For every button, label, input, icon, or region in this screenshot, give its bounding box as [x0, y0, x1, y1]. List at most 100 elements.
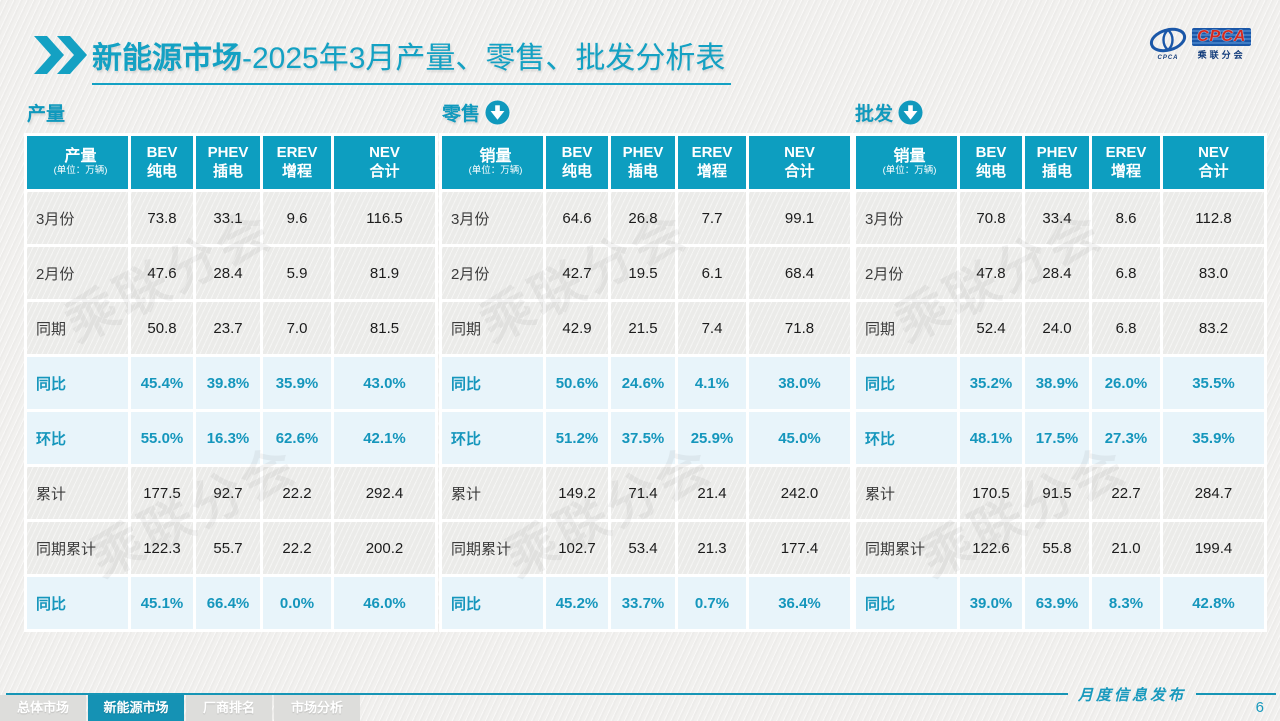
value-cell: 8.3% [1092, 577, 1160, 629]
row-label: 同期 [442, 302, 543, 354]
column-header: EREV 增程 [678, 136, 746, 189]
column-header-cn: 增程 [281, 162, 312, 180]
value-cell: 66.4% [196, 577, 260, 629]
table-row: 同期 50.8 23.7 7.0 81.5 [27, 302, 435, 354]
value-cell: 45.0% [749, 412, 850, 464]
table-row: 2月份 47.8 28.4 6.8 83.0 [856, 247, 1264, 299]
table-row: 同期 52.4 24.0 6.8 83.2 [856, 302, 1264, 354]
value-cell: 199.4 [1163, 522, 1264, 574]
corner-header-cell: 销量 (单位：万辆) [856, 136, 957, 189]
data-grid: 销量 (单位：万辆) BEV 纯电 PHEV 插电 EREV 增程 NEV 合计 3月份 70.8 33… [853, 133, 1267, 632]
row-label: 3月份 [27, 192, 128, 244]
value-cell: 45.4% [131, 357, 193, 409]
value-cell: 38.9% [1025, 357, 1089, 409]
value-cell: 50.6% [546, 357, 608, 409]
value-cell: 21.5 [611, 302, 675, 354]
value-cell: 35.5% [1163, 357, 1264, 409]
value-cell: 39.0% [960, 577, 1022, 629]
table-row: 3月份 64.6 26.8 7.7 99.1 [442, 192, 850, 244]
column-header-cn: 合计 [1198, 162, 1229, 180]
value-cell: 4.1% [678, 357, 746, 409]
value-cell: 33.1 [196, 192, 260, 244]
value-cell: 17.5% [1025, 412, 1089, 464]
footer-nav-tabs: 总体市场 新能源市场 厂商排名 市场分析 [0, 695, 360, 721]
value-cell: 55.0% [131, 412, 193, 464]
value-cell: 122.3 [131, 522, 193, 574]
page-number: 6 [1255, 699, 1264, 716]
cpca-swirl-caption: CPCA [1157, 55, 1179, 61]
value-cell: 170.5 [960, 467, 1022, 519]
value-cell: 55.7 [196, 522, 260, 574]
column-header-cn: 插电 [1041, 162, 1072, 180]
row-label: 2月份 [856, 247, 957, 299]
value-cell: 28.4 [1025, 247, 1089, 299]
value-cell: 21.4 [678, 467, 746, 519]
value-cell: 81.5 [334, 302, 435, 354]
column-header-en: BEV [975, 143, 1007, 161]
circle-down-arrow-icon [485, 99, 510, 125]
value-cell: 284.7 [1163, 467, 1264, 519]
value-cell: 70.8 [960, 192, 1022, 244]
table-row: 同比 39.0% 63.9% 8.3% 42.8% [856, 577, 1264, 629]
section-label-wholesale-text: 批发 [855, 103, 894, 125]
table-row: 2月份 42.7 19.5 6.1 68.4 [442, 247, 850, 299]
value-cell: 73.8 [131, 192, 193, 244]
table-row: 同期 42.9 21.5 7.4 71.8 [442, 302, 850, 354]
corner-unit: (单位：万辆) [53, 165, 108, 177]
tab-overall-market[interactable]: 总体市场 [0, 695, 86, 721]
footer-rule-right [1196, 693, 1276, 695]
page-title: 新能源市场-2025年3月产量、零售、批发分析表 [92, 33, 732, 85]
page-title-brand: 新能源市场 [92, 42, 242, 75]
value-cell: 83.0 [1163, 247, 1264, 299]
cpca-logo-emblem: CPCA [1148, 27, 1188, 61]
column-header: EREV 增程 [263, 136, 331, 189]
value-cell: 21.0 [1092, 522, 1160, 574]
value-cell: 92.7 [196, 467, 260, 519]
column-header-cn: 纯电 [975, 162, 1006, 180]
value-cell: 62.6% [263, 412, 331, 464]
tab-market-analysis[interactable]: 市场分析 [274, 695, 360, 721]
column-header-en: BEV [561, 143, 593, 161]
value-cell: 200.2 [334, 522, 435, 574]
data-grid: 销量 (单位：万辆) BEV 纯电 PHEV 插电 EREV 增程 NEV 合计 3月份 64.6 26… [439, 133, 853, 632]
column-header: BEV 纯电 [546, 136, 608, 189]
section-label-wholesale: 批发 [855, 97, 923, 127]
table-row: 同期累计 122.3 55.7 22.2 200.2 [27, 522, 435, 574]
value-cell: 5.9 [263, 247, 331, 299]
tab-nev-market[interactable]: 新能源市场 [88, 695, 184, 721]
cpca-logo-text: CPCA 乘联分会 [1192, 27, 1252, 61]
value-cell: 33.7% [611, 577, 675, 629]
column-header-en: EREV [691, 143, 733, 161]
row-label: 同比 [442, 577, 543, 629]
table-row: 同期累计 122.6 55.8 21.0 199.4 [856, 522, 1264, 574]
value-cell: 28.4 [196, 247, 260, 299]
table-row: 累计 177.5 92.7 22.2 292.4 [27, 467, 435, 519]
value-cell: 52.4 [960, 302, 1022, 354]
production-table: 产量 (单位：万辆) BEV 纯电 PHEV 插电 EREV 增程 NEV 合计 3月份 73.8 33… [24, 133, 438, 632]
column-header: NEV 合计 [334, 136, 435, 189]
value-cell: 6.8 [1092, 247, 1160, 299]
value-cell: 23.7 [196, 302, 260, 354]
value-cell: 177.5 [131, 467, 193, 519]
value-cell: 0.0% [263, 577, 331, 629]
value-cell: 71.8 [749, 302, 850, 354]
column-header: PHEV 插电 [1025, 136, 1089, 189]
value-cell: 45.2% [546, 577, 608, 629]
table-row: 同比 45.4% 39.8% 35.9% 43.0% [27, 357, 435, 409]
row-label: 同比 [442, 357, 543, 409]
value-cell: 6.8 [1092, 302, 1160, 354]
value-cell: 51.2% [546, 412, 608, 464]
value-cell: 53.4 [611, 522, 675, 574]
value-cell: 112.8 [1163, 192, 1264, 244]
value-cell: 24.0 [1025, 302, 1089, 354]
value-cell: 42.7 [546, 247, 608, 299]
table-row: 3月份 70.8 33.4 8.6 112.8 [856, 192, 1264, 244]
row-label: 同期累计 [442, 522, 543, 574]
row-label: 同比 [27, 577, 128, 629]
value-cell: 91.5 [1025, 467, 1089, 519]
value-cell: 24.6% [611, 357, 675, 409]
column-header-cn: 合计 [369, 162, 400, 180]
corner-label: 产量 [64, 147, 97, 165]
tab-manufacturer-ranking[interactable]: 厂商排名 [186, 695, 272, 721]
value-cell: 26.0% [1092, 357, 1160, 409]
